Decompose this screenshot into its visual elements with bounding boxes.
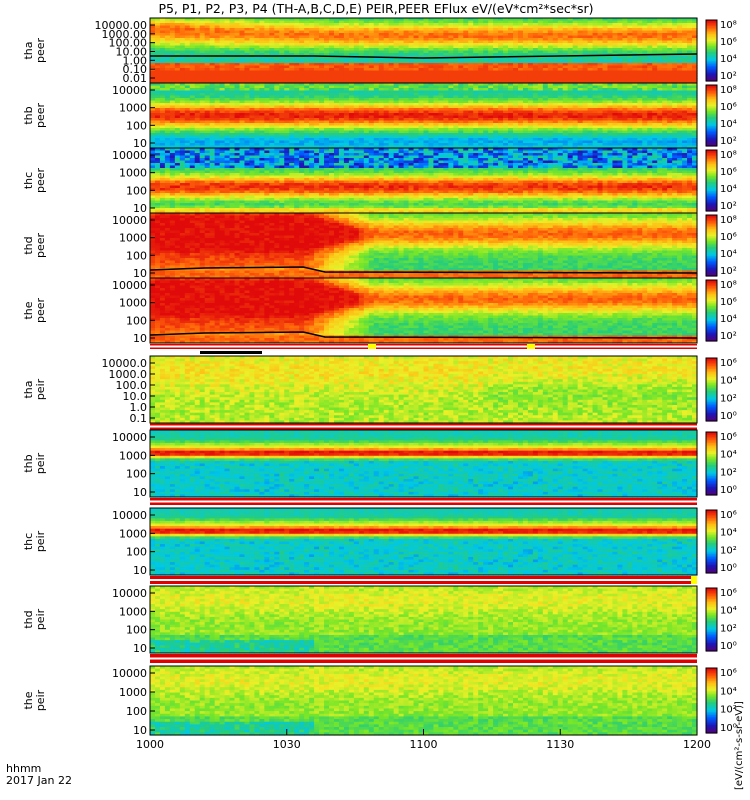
separator-stripe [150, 501, 697, 503]
panels-group: tha peer10000.001000.00100.0010.001.000.1… [22, 18, 737, 737]
separator-stripe [150, 346, 697, 348]
panel-tha-peer: tha peer10000.001000.00100.0010.001.000.1… [22, 18, 737, 85]
separator-stripe [150, 658, 697, 660]
spectrogram-figure: P5, P1, P2, P3, P4 (TH-A,B,C,D,E) PEIR,P… [0, 0, 750, 800]
separator-stripe [150, 426, 697, 428]
chart-title: P5, P1, P2, P3, P4 (TH-A,B,C,D,E) PEIR,P… [158, 1, 593, 16]
separator-stripe [150, 579, 697, 581]
